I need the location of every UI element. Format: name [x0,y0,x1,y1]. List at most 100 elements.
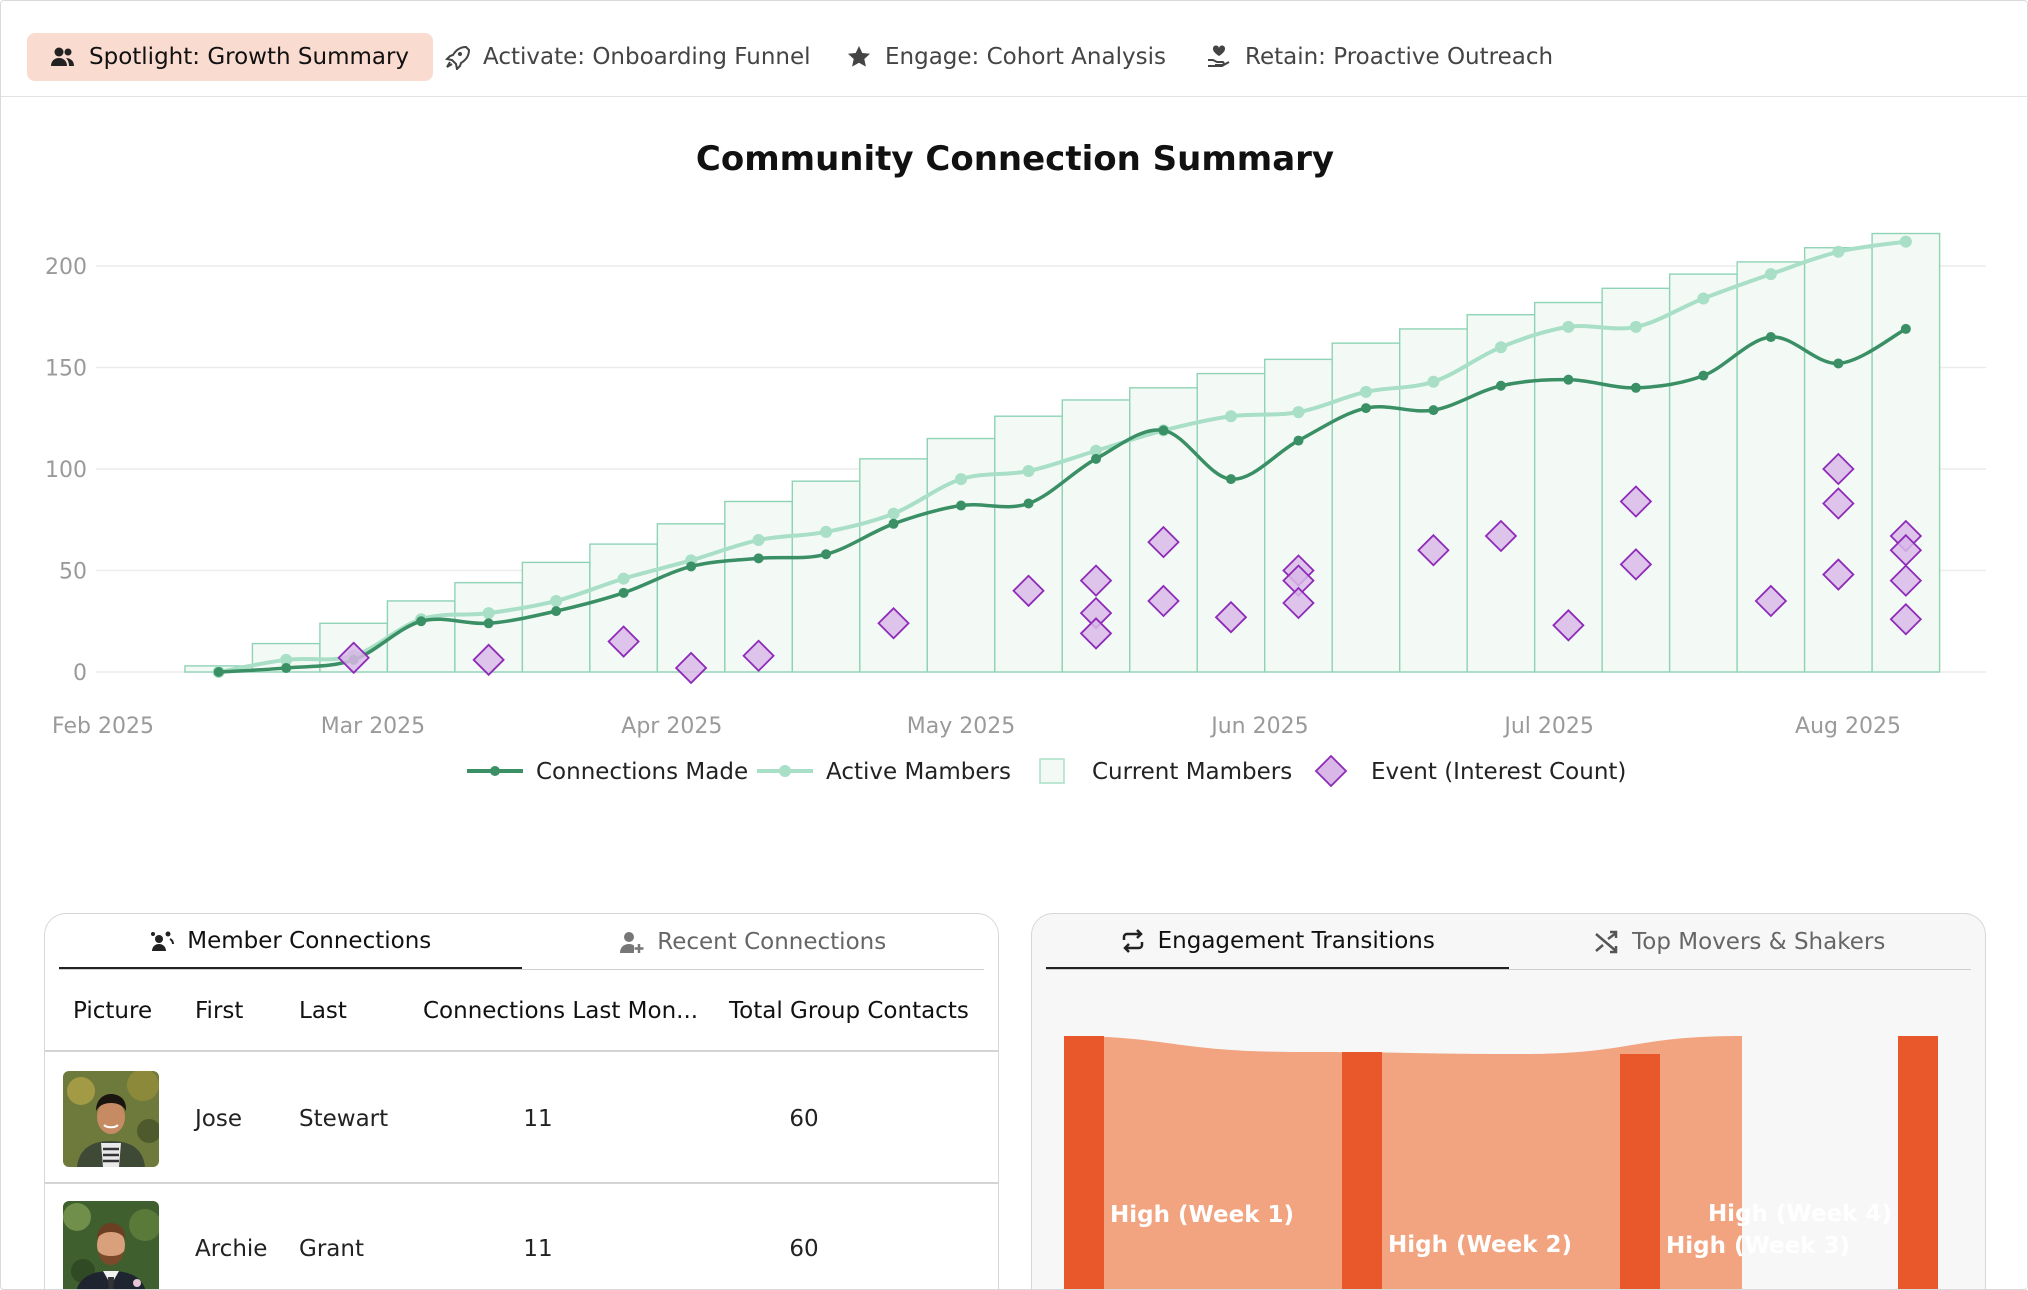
current-members-bar [859,458,928,673]
current-members-bars [184,232,1941,673]
active-members-point [280,653,293,666]
member-panel-tabs: Member Connections Recent Connections [59,914,984,970]
active-members-point [1494,341,1507,354]
event-marker [1619,485,1653,518]
cell-last: Grant [299,1236,364,1262]
current-members-bar [1466,314,1536,673]
sankey-node-label: High (Week 3) [1666,1233,1850,1259]
column-header-last[interactable]: Last [299,998,347,1024]
active-members-point [1832,245,1845,258]
avatar [63,1201,159,1289]
tab-engagement-transitions[interactable]: Engagement Transitions [1046,914,1509,969]
connections-made-point [1225,474,1236,485]
connections-made-point [1495,380,1506,391]
x-tick-label: Jun 2025 [1209,714,1308,739]
table-header: Picture First Last Connections Last Mon.… [45,970,998,1052]
legend-item-event-interest-count[interactable]: Event (Interest Count) [1314,754,1626,788]
current-members-bar [1668,273,1738,673]
shuffle-icon [1594,929,1620,955]
sankey-node[interactable] [1898,1036,1938,1290]
active-members-point [1224,410,1237,423]
y-tick-label: 200 [45,255,87,280]
user-network-icon [149,928,175,954]
avatar [63,1071,159,1167]
tab-label: Top Movers & Shakers [1632,928,1886,955]
tab-label: Recent Connections [657,928,887,955]
sankey-node-label: High (Week 4) [1708,1201,1892,1227]
tab-engage-cohort-analysis[interactable]: Engage: Cohort Analysis [823,33,1190,81]
y-tick-label: 150 [45,357,87,382]
connections-made-point [1158,425,1169,436]
event-marker [1889,564,1923,597]
sankey-node[interactable] [1342,1052,1382,1290]
legend-item-connections-made[interactable]: Connections Made [467,759,748,785]
column-header-connections-last-month[interactable]: Connections Last Mon... [423,998,699,1024]
engagement-transitions-panel: Engagement Transitions Top Movers & Shak… [1031,913,1986,1290]
event-marker [1822,487,1855,520]
cell-first: Archie [195,1236,268,1262]
current-members-bar [386,600,456,673]
sankey-node[interactable] [1064,1036,1104,1290]
engagement-panel-tabs: Engagement Transitions Top Movers & Shak… [1046,914,1971,970]
sankey-node-label: High (Week 1) [1110,1202,1294,1228]
active-members-point [752,534,765,547]
active-members-point [820,525,833,538]
x-tick-label: Apr 2025 [621,714,722,739]
active-members-point [1562,320,1575,333]
current-members-bar [1601,287,1671,673]
tab-retain-proactive-outreach[interactable]: Retain: Proactive Outreach [1183,33,1577,81]
current-members-bar [994,415,1063,673]
community-connection-chart: Community Connection Summary 0 50 100 150 20… [45,139,1986,788]
active-members-point [482,607,495,620]
connections-made-point [1293,435,1304,446]
connections-made-point [1428,405,1439,416]
column-header-picture[interactable]: Picture [73,998,153,1024]
event-marker [1754,584,1788,618]
cell-connections-last-month: 11 [523,1236,553,1262]
active-members-point [955,473,968,486]
column-header-first[interactable]: First [195,998,244,1024]
x-tick-label: Feb 2025 [52,714,154,739]
connections-made-point [281,662,292,673]
event-marker [1822,452,1855,486]
sankey-link[interactable] [1064,1036,1302,1290]
legend-item-active-members[interactable]: Active Mambers [757,759,1011,785]
event-marker [1079,617,1113,650]
legend-label: Active Mambers [826,759,1011,785]
active-members-point [1764,268,1777,281]
sankey-node[interactable] [1620,1054,1660,1290]
current-members-bar [791,480,861,673]
tab-member-connections[interactable]: Member Connections [59,914,522,969]
user-plus-icon [619,929,645,955]
active-members-point [1697,292,1710,305]
column-header-total-group-contacts[interactable]: Total Group Contacts [729,998,969,1024]
active-members-line [218,239,1907,674]
legend-label: Current Mambers [1092,759,1292,785]
connections-made-point [1091,453,1102,464]
x-tick-label: May 2025 [907,714,1015,739]
table-row[interactable]: Jose Stewart 11 60 [45,1054,998,1184]
connections-made-point [213,667,224,677]
tab-top-movers-shakers[interactable]: Top Movers & Shakers [1509,914,1972,969]
tab-activate-onboarding-funnel[interactable]: Activate: Onboarding Funnel [421,33,835,81]
connections-made-point [483,618,494,629]
tab-recent-connections[interactable]: Recent Connections [522,914,985,969]
connections-made-point [1023,498,1034,509]
tab-spotlight-growth-summary[interactable]: Spotlight: Growth Summary [27,33,434,81]
event-marker [337,641,370,675]
active-members-point [1090,444,1103,457]
event-marker [674,651,708,685]
active-members-point [1427,375,1440,388]
event-marker [1012,574,1045,608]
event-marker [472,643,505,677]
member-connections-panel: Member Connections Recent Connections Pi… [44,913,999,1289]
legend-item-current-members[interactable]: Current Mambers [1039,758,1292,785]
active-members-point [1292,406,1305,419]
table-row[interactable]: Archie Grant 11 60 [45,1184,998,1289]
event-marker [1552,609,1585,642]
cell-total-group-contacts: 60 [789,1106,819,1132]
cell-connections-last-month: 11 [523,1106,553,1132]
engagement-sankey: High (Week 1) High (Week 2) High (Week 3… [1064,1036,1938,1290]
event-marker [1147,584,1180,618]
connections-made-point [1833,358,1844,369]
